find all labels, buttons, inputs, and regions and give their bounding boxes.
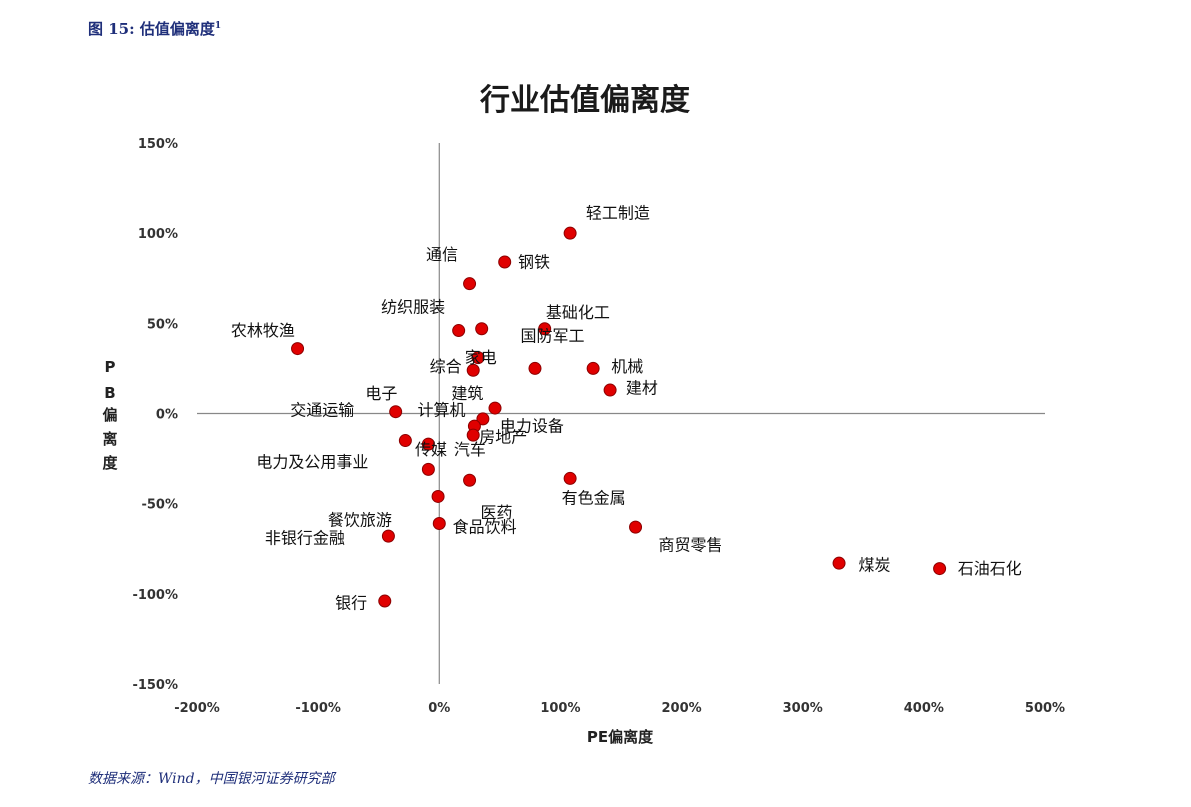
y-tick-label: -100% xyxy=(132,588,178,603)
x-tick-label: -200% xyxy=(174,701,220,716)
data-source: 数据来源：Wind，中国银河证券研究部 xyxy=(88,771,335,787)
data-point: 餐饮旅游 xyxy=(381,529,395,543)
point-label: 煤炭 xyxy=(858,555,890,574)
point-label: 通信 xyxy=(426,245,458,264)
point-label: 石油石化 xyxy=(958,559,1022,578)
y-tick-label: 0% xyxy=(156,408,178,423)
point-label: 电力设备 xyxy=(500,417,564,436)
point-label: 交通运输 xyxy=(290,400,354,419)
data-point: 汽车 xyxy=(463,473,477,487)
data-point: 国防军工 xyxy=(475,322,489,336)
data-point: 食品饮料 xyxy=(432,517,446,531)
data-point: 综合 xyxy=(466,363,480,377)
y-tick-label: -150% xyxy=(132,678,178,693)
point-label: 有色金属 xyxy=(562,489,626,508)
point-label: 综合 xyxy=(430,357,462,376)
data-point: 有色金属 xyxy=(563,471,577,485)
x-tick-label: 400% xyxy=(904,701,944,716)
point-label: 建筑 xyxy=(451,384,483,403)
data-point: 石油石化 xyxy=(933,562,947,576)
data-point: 电力及公用事业 xyxy=(398,434,412,448)
y-axis-label-char: 离 xyxy=(102,430,117,448)
point-label: 食品饮料 xyxy=(453,518,517,537)
point-label: 电子 xyxy=(365,384,397,403)
point-label: 计算机 xyxy=(417,400,465,419)
point-label: 纺织服装 xyxy=(381,298,445,317)
point-label: 非银行金融 xyxy=(265,528,345,547)
caption-footnote: 1 xyxy=(214,21,222,31)
x-axis-label: PE偏离度 xyxy=(587,728,654,746)
chart-title: 行业估值偏离度 xyxy=(479,83,690,118)
point-label: 机械 xyxy=(611,357,643,376)
data-point: 传媒 xyxy=(421,437,435,451)
data-point: 银行 xyxy=(378,594,392,608)
point-label: 农林牧渔 xyxy=(231,321,295,340)
data-point: 交通运输 xyxy=(476,412,490,426)
x-tick-label: 100% xyxy=(540,701,580,716)
data-point: 钢铁 xyxy=(498,255,512,269)
y-tick-label: 50% xyxy=(147,317,178,332)
point-label: 医药 xyxy=(480,503,512,522)
point-label: 商贸零售 xyxy=(659,536,723,555)
point-label: 基础化工 xyxy=(546,303,610,322)
point-label: 电力及公用事业 xyxy=(256,453,368,472)
point-label: 房地产 xyxy=(479,427,527,446)
x-tick-label: -100% xyxy=(295,701,341,716)
data-point: 房地产 xyxy=(466,428,480,442)
y-tick-label: -50% xyxy=(141,498,178,513)
y-tick-label: 150% xyxy=(138,137,178,152)
y-tick-label: 100% xyxy=(138,227,178,242)
point-label: 轻工制造 xyxy=(586,204,650,223)
data-point: 农林牧渔 xyxy=(291,342,305,356)
data-point: 基础化工 xyxy=(538,322,552,336)
data-point: 建筑 xyxy=(488,401,502,415)
point-label: 汽车 xyxy=(454,440,486,459)
x-tick-label: 200% xyxy=(661,701,701,716)
data-point: 轻工制造 xyxy=(563,226,577,240)
point-label: 餐饮旅游 xyxy=(328,510,392,529)
y-axis-label-char: B xyxy=(104,384,115,402)
x-tick-label: 0% xyxy=(428,701,450,716)
y-axis-label-char: P xyxy=(105,358,116,376)
data-points: 轻工制造钢铁通信纺织服装基础化工国防军工农林牧渔家电综合机械建材建筑电子交通运输… xyxy=(291,226,947,608)
point-label: 建材 xyxy=(626,379,658,398)
y-axis-label-char: 度 xyxy=(102,454,118,472)
data-point: 家电 xyxy=(471,351,485,365)
data-point: 医药 xyxy=(431,489,445,503)
data-point: 机械 xyxy=(586,361,600,375)
figure-caption: 图 15: 估值偏离度1 xyxy=(88,18,221,39)
caption-text: 估值偏离度 xyxy=(139,20,215,38)
point-label: 银行 xyxy=(335,593,367,612)
caption-prefix: 图 15: xyxy=(88,20,135,38)
x-tick-label: 500% xyxy=(1025,701,1065,716)
data-point: 通信 xyxy=(463,277,477,291)
data-point: 电子 xyxy=(389,405,403,419)
point-label: 传媒 xyxy=(415,440,447,459)
point-label: 国防军工 xyxy=(520,326,584,345)
data-point: 建材 xyxy=(603,383,617,397)
point-label: 家电 xyxy=(465,348,497,367)
data-point: 煤炭传媒 xyxy=(421,462,435,476)
point-label: 钢铁 xyxy=(518,252,550,271)
data-point: 商贸零售 xyxy=(629,520,643,534)
y-axis-label-char: 偏 xyxy=(102,406,117,424)
tick-labels: -200% -100% 0% 100% 200% 300% 400% 500% 150% 100%… xyxy=(132,137,1065,716)
data-point: 纺织服装 xyxy=(452,324,466,338)
data-point: 电力设备 xyxy=(528,361,542,375)
data-point: 煤炭 xyxy=(832,556,846,570)
x-tick-label: 300% xyxy=(783,701,823,716)
axes xyxy=(197,143,1045,684)
